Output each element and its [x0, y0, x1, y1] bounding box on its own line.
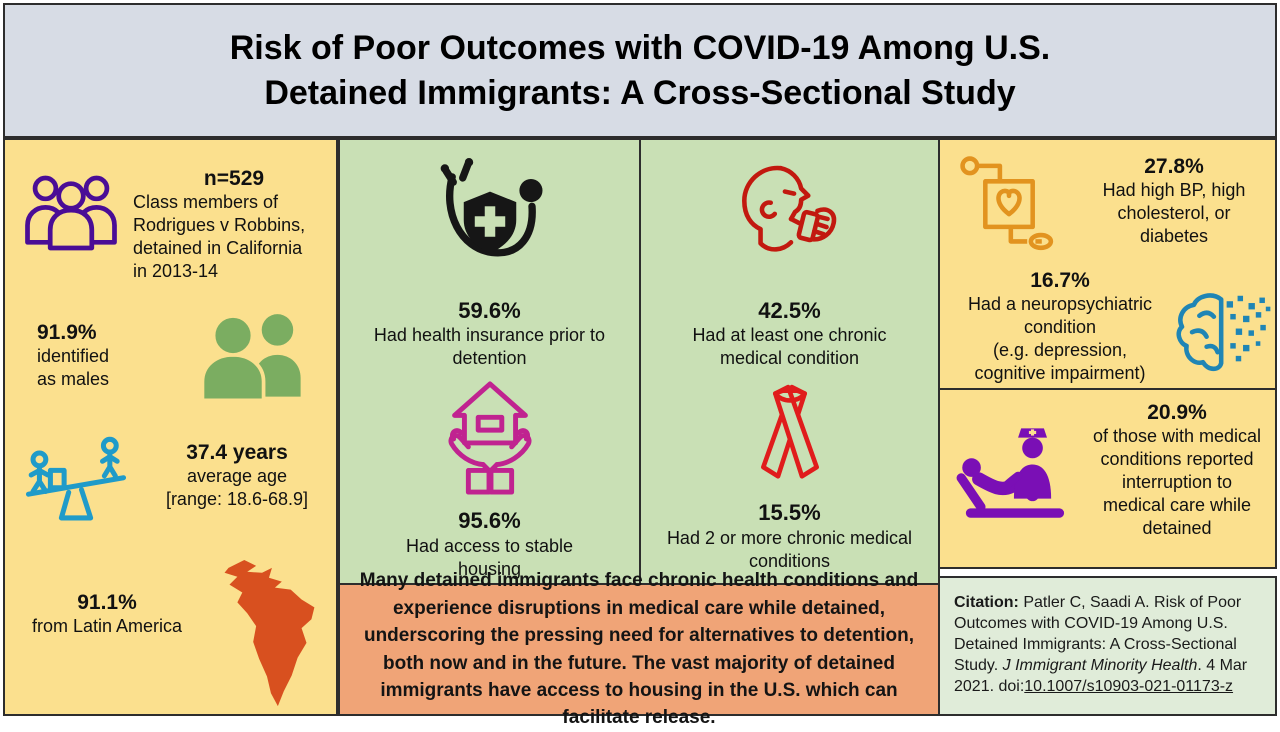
interruption-value: 20.9%: [1147, 401, 1207, 424]
males-line: identified: [37, 346, 110, 367]
care-interruption-panel: 20.9% of those with medical conditions r…: [938, 388, 1277, 569]
two-chronic-value: 15.5%: [758, 500, 821, 526]
seesaw-balance-icon: [17, 432, 135, 528]
nurse-patient-icon: [954, 426, 1078, 534]
neuro-stat-block: 16.7% Had a neuropsychiatric condition (…: [946, 268, 1174, 385]
males-stat-block: 91.9% identified as males: [37, 320, 109, 391]
interruption-stat-block: 20.9% of those with medical conditions r…: [1084, 400, 1270, 540]
sample-size-value: n=529: [203, 167, 265, 190]
latin-america-map-icon: [203, 556, 331, 714]
age-stat-block: 37.4 years average age [range: 18.6-68.9…: [137, 440, 337, 511]
cardio-line: Had high BP, high: [1102, 180, 1246, 201]
neuro-value: 16.7%: [1030, 269, 1090, 292]
housing-value: 95.6%: [458, 508, 521, 534]
citation-doi-link[interactable]: 10.1007/s10903-021-01173-z: [1024, 678, 1234, 696]
age-value: 37.4 years: [186, 441, 288, 464]
people-group-icon: [19, 170, 123, 256]
origin-stat-block: 91.1% from Latin America: [17, 590, 197, 638]
summary-panel: Many detained immigrants face chronic he…: [338, 570, 940, 728]
cardio-value: 27.8%: [1144, 155, 1204, 178]
neuro-line: cognitive impairment): [974, 363, 1146, 384]
sample-size-line: Rodrigues v Robbins,: [133, 215, 306, 236]
brain-icon: [1172, 290, 1274, 378]
insurance-line: detention: [452, 348, 527, 369]
page-title-line2: Detained Immigrants: A Cross-Sectional S…: [264, 73, 1016, 112]
neuro-line: Had a neuropsychiatric: [967, 294, 1153, 315]
page-title-line1: Risk of Poor Outcomes with COVID-19 Amon…: [229, 28, 1051, 67]
interruption-line: conditions reported: [1100, 449, 1254, 470]
citation-tail: . 4 Mar 2021. doi:: [954, 657, 1248, 696]
neuro-line: condition: [1023, 317, 1097, 338]
comorbidities-panel: 27.8% Had high BP, high cholesterol, or …: [938, 138, 1277, 390]
citation-body: Patler C, Saadi A. Risk of Poor Outcomes…: [954, 594, 1242, 675]
summary-text: Many detained immigrants face chronic he…: [359, 570, 919, 729]
stethoscope-shield-icon: [421, 158, 559, 284]
sample-size-block: n=529 Class members of Rodrigues v Robbi…: [133, 166, 335, 283]
interruption-line: detained: [1142, 518, 1212, 539]
interruption-line: interruption to: [1121, 472, 1233, 493]
neuro-line: (e.g. depression,: [992, 340, 1128, 361]
hands-holding-house-icon: [427, 378, 553, 498]
age-line: average age: [186, 466, 288, 487]
housing-line: Had access to stable: [405, 535, 574, 556]
cardio-stat-block: 27.8% Had high BP, high cholesterol, or …: [1078, 154, 1270, 248]
origin-value: 91.1%: [77, 591, 137, 614]
cardio-line: diabetes: [1139, 226, 1209, 247]
sample-size-line: detained in California: [133, 238, 303, 259]
age-line: [range: 18.6-68.9]: [165, 489, 309, 510]
males-line: as males: [37, 369, 110, 390]
conditions-panel: 42.5% Had at least one chronic medical c…: [639, 138, 940, 585]
two-chronic-line: conditions: [748, 550, 831, 571]
interruption-line: medical care while: [1102, 495, 1252, 516]
citation-journal: J Immigrant Minority Health: [1002, 657, 1198, 675]
one-chronic-value: 42.5%: [758, 298, 821, 323]
two-chronic-line: Had 2 or more chronic medical: [666, 527, 913, 548]
male-silhouettes-icon: [177, 304, 327, 404]
awareness-ribbon-icon: [744, 380, 836, 488]
citation-text: Citation: Patler C, Saadi A. Risk of Poo…: [940, 578, 1275, 698]
one-chronic-line: Had at least one chronic: [692, 325, 887, 346]
citation-panel: Citation: Patler C, Saadi A. Risk of Poo…: [938, 576, 1277, 716]
cardio-line: cholesterol, or: [1117, 203, 1231, 224]
heart-monitor-icon: [956, 154, 1062, 256]
header: Risk of Poor Outcomes with COVID-19 Amon…: [3, 3, 1277, 138]
insurance-value: 59.6%: [458, 298, 521, 323]
males-value: 91.9%: [37, 321, 97, 344]
citation-label: Citation:: [954, 594, 1019, 611]
sample-size-line: in 2013-14: [133, 261, 219, 282]
sample-size-line: Class members of: [133, 192, 279, 213]
interruption-line: of those with medical: [1092, 426, 1262, 447]
person-inhaler-icon: [724, 160, 856, 282]
housing-line: housing: [457, 558, 522, 579]
origin-line: from Latin America: [31, 616, 183, 637]
insurance-line: Had health insurance prior to: [373, 325, 606, 346]
access-panel: 59.6% Had health insurance prior to dete…: [338, 138, 641, 585]
demographics-panel: n=529 Class members of Rodrigues v Robbi…: [3, 138, 338, 716]
one-chronic-line: medical condition: [719, 348, 860, 369]
